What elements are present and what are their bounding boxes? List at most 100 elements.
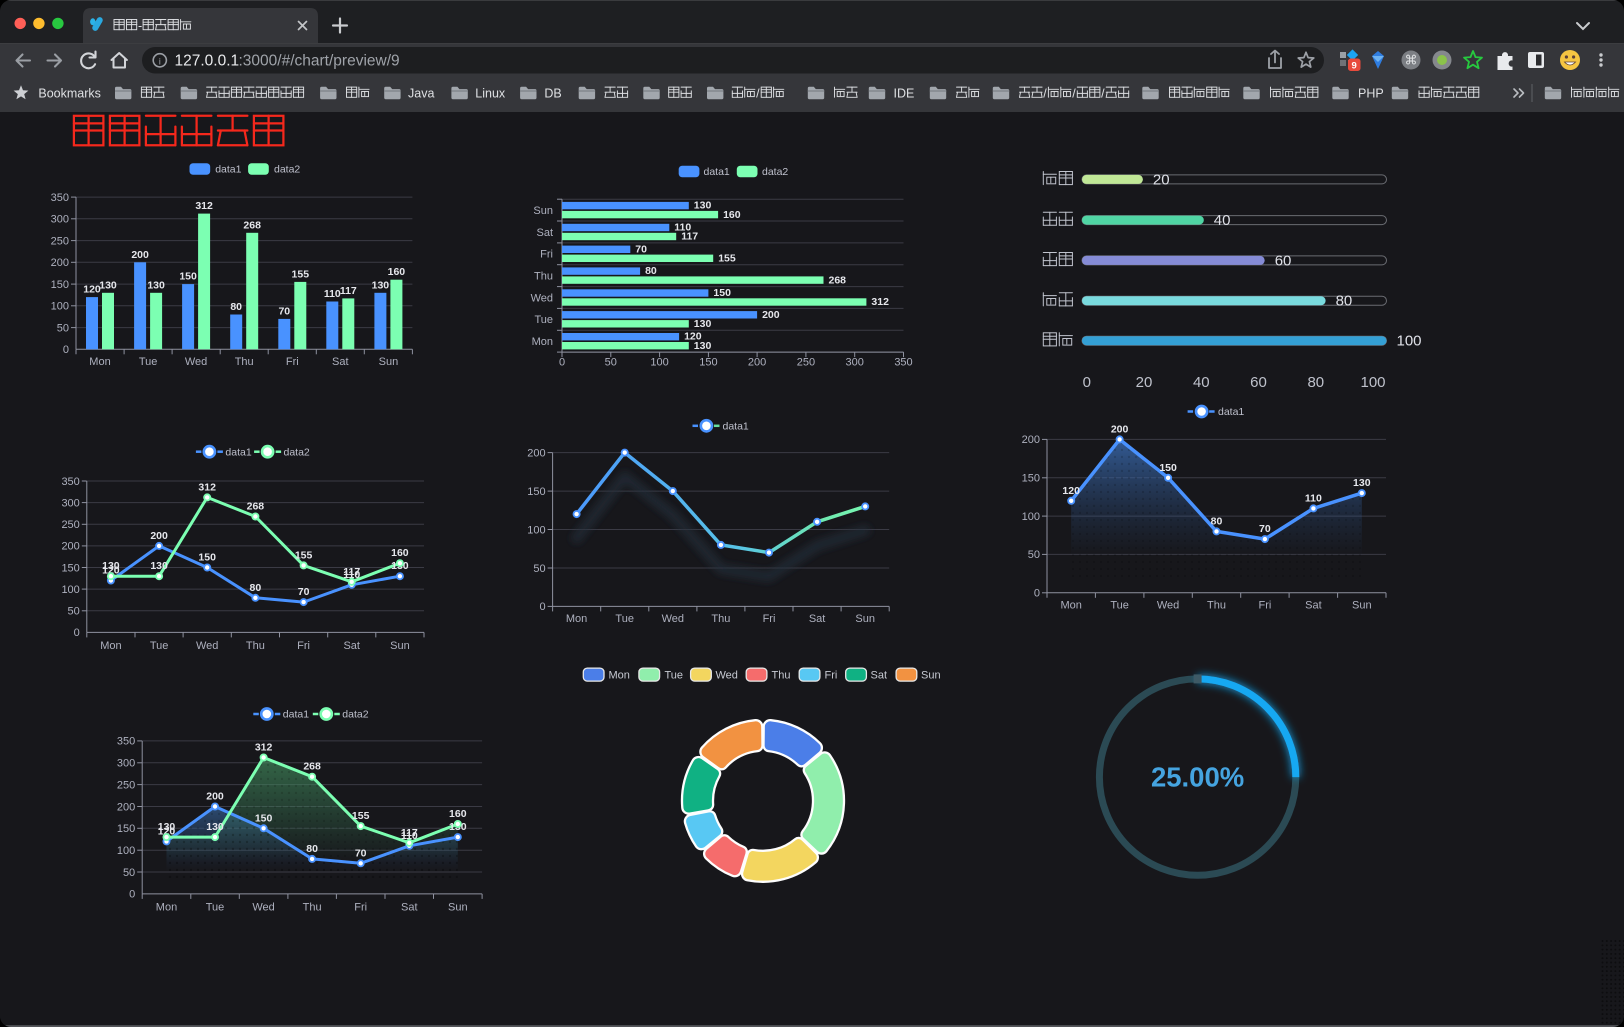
svg-text:50: 50 <box>605 356 617 368</box>
svg-text:i: i <box>159 56 161 67</box>
svg-text:Sat: Sat <box>809 613 826 625</box>
svg-text:100: 100 <box>51 301 69 313</box>
svg-text:117: 117 <box>401 827 418 839</box>
svg-text:/: / <box>756 87 760 101</box>
svg-text:data1: data1 <box>225 446 251 458</box>
svg-text:Sun: Sun <box>533 205 553 217</box>
svg-text:130: 130 <box>694 318 712 330</box>
svg-text:130: 130 <box>102 560 120 572</box>
svg-text:data2: data2 <box>274 164 300 176</box>
svg-text:Wed: Wed <box>716 670 738 682</box>
svg-text:268: 268 <box>303 761 321 773</box>
svg-text:150: 150 <box>713 287 731 299</box>
svg-text:312: 312 <box>871 296 889 308</box>
svg-text:Wed: Wed <box>196 640 218 652</box>
svg-text:312: 312 <box>255 742 273 754</box>
svg-text:200: 200 <box>527 447 545 459</box>
svg-text:40: 40 <box>1193 374 1210 391</box>
svg-text:200: 200 <box>748 356 766 368</box>
svg-text:200: 200 <box>131 249 149 261</box>
svg-text:Thu: Thu <box>534 270 553 282</box>
svg-text:155: 155 <box>292 268 310 280</box>
svg-text:Fri: Fri <box>763 613 776 625</box>
svg-text:60: 60 <box>1275 252 1292 269</box>
svg-text:50: 50 <box>57 322 69 334</box>
svg-text:130: 130 <box>158 821 176 833</box>
svg-text:Sun: Sun <box>921 670 941 682</box>
svg-text:Java: Java <box>408 87 434 101</box>
svg-text:100: 100 <box>527 524 545 536</box>
svg-text:Mon: Mon <box>156 901 177 913</box>
svg-text:100: 100 <box>1360 374 1385 391</box>
svg-text:50: 50 <box>68 606 80 618</box>
svg-text:117: 117 <box>340 285 357 297</box>
svg-text:350: 350 <box>51 192 69 204</box>
svg-text:100: 100 <box>650 356 668 368</box>
svg-text:data1: data1 <box>704 166 730 178</box>
svg-text:250: 250 <box>117 779 135 791</box>
svg-text:300: 300 <box>61 497 79 509</box>
svg-text:120: 120 <box>1062 485 1080 497</box>
svg-text:350: 350 <box>61 476 79 488</box>
svg-text:160: 160 <box>391 547 409 559</box>
svg-text:50: 50 <box>123 867 135 879</box>
svg-text:Fri: Fri <box>1258 600 1271 612</box>
svg-text:130: 130 <box>147 279 165 291</box>
svg-text:0: 0 <box>1083 374 1091 391</box>
svg-text:130: 130 <box>694 340 712 352</box>
svg-text:130: 130 <box>372 279 390 291</box>
svg-text:Sun: Sun <box>379 356 399 368</box>
svg-text:70: 70 <box>355 847 367 859</box>
svg-text:Mon: Mon <box>566 613 587 625</box>
svg-text:268: 268 <box>247 501 265 513</box>
svg-text:110: 110 <box>1305 492 1322 504</box>
svg-text:0: 0 <box>539 601 545 613</box>
svg-text:Sun: Sun <box>1352 600 1372 612</box>
svg-text:50: 50 <box>1028 549 1040 561</box>
svg-text:Wed: Wed <box>1157 600 1179 612</box>
svg-text:155: 155 <box>352 810 370 822</box>
svg-text:150: 150 <box>117 823 135 835</box>
svg-text:IDE: IDE <box>894 87 915 101</box>
svg-text:150: 150 <box>179 271 197 283</box>
svg-text:Mon: Mon <box>609 670 630 682</box>
svg-text:110: 110 <box>401 830 418 842</box>
svg-text:25.00%: 25.00% <box>1151 762 1244 793</box>
svg-text:Wed: Wed <box>185 356 207 368</box>
svg-text:data1: data1 <box>283 709 309 721</box>
svg-text:70: 70 <box>298 586 310 598</box>
svg-text:200: 200 <box>762 309 780 321</box>
svg-text:data1: data1 <box>1218 406 1244 418</box>
svg-text:Mon: Mon <box>89 356 110 368</box>
svg-text:Thu: Thu <box>246 640 265 652</box>
svg-text:Sun: Sun <box>855 613 875 625</box>
svg-text:Linux: Linux <box>475 87 506 101</box>
svg-text:/: / <box>1101 87 1105 101</box>
svg-text:80: 80 <box>1336 293 1353 310</box>
svg-text:268: 268 <box>243 219 261 231</box>
svg-text:100: 100 <box>117 845 135 857</box>
svg-text:Fri: Fri <box>354 901 367 913</box>
svg-text:268: 268 <box>829 274 847 286</box>
svg-text:Sat: Sat <box>1305 600 1322 612</box>
svg-text:Tue: Tue <box>665 670 684 682</box>
svg-text:110: 110 <box>324 288 341 300</box>
svg-text:150: 150 <box>198 552 216 564</box>
svg-text:70: 70 <box>1259 523 1271 535</box>
svg-text:0: 0 <box>129 889 135 901</box>
svg-text:130: 130 <box>150 560 168 572</box>
svg-text:250: 250 <box>797 356 815 368</box>
svg-text:350: 350 <box>117 736 135 748</box>
svg-text:0: 0 <box>1034 588 1040 600</box>
svg-text:data1: data1 <box>723 421 749 433</box>
svg-text:312: 312 <box>195 200 213 212</box>
svg-text:100: 100 <box>61 584 79 596</box>
svg-text:300: 300 <box>117 758 135 770</box>
svg-text:Tue: Tue <box>206 901 225 913</box>
svg-text:200: 200 <box>1111 423 1129 435</box>
svg-text:155: 155 <box>718 253 736 265</box>
svg-text:312: 312 <box>198 481 216 493</box>
svg-text:160: 160 <box>449 808 467 820</box>
svg-text:Tue: Tue <box>139 356 158 368</box>
svg-text:100: 100 <box>1397 333 1422 350</box>
